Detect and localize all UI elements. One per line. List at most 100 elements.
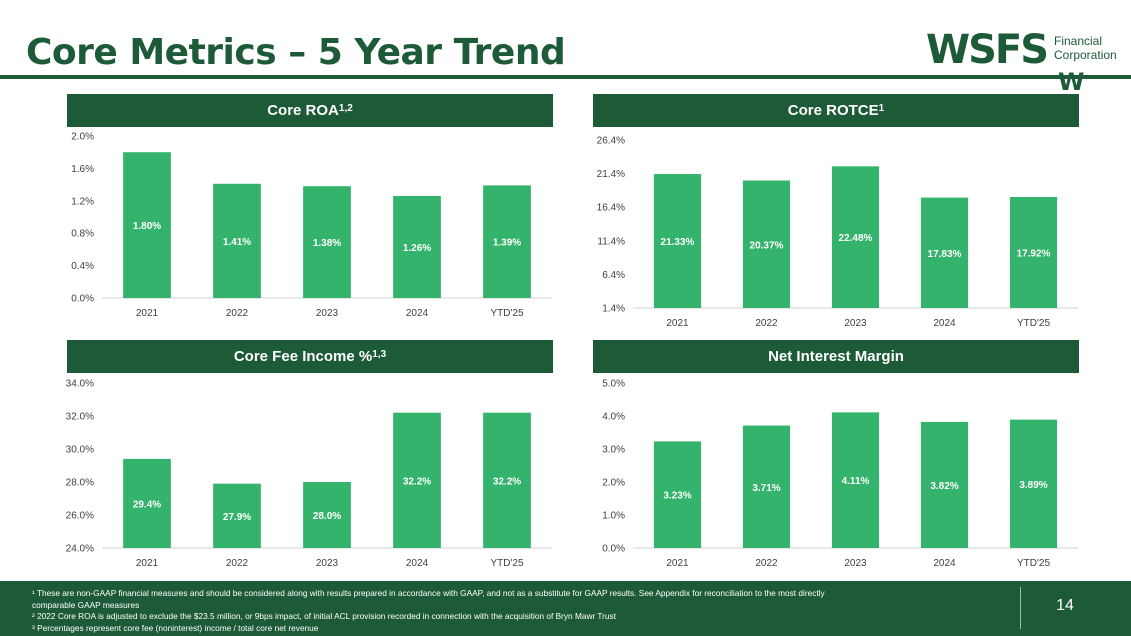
chart-title-superscript: 1	[878, 103, 885, 114]
bar-value-label: 3.71%	[752, 483, 780, 494]
y-tick-label: 1.0%	[602, 511, 625, 522]
chart-title: Core ROTCE	[787, 102, 879, 119]
chart-title: Core Fee Income %	[233, 348, 373, 365]
x-tick-label: 2023	[844, 558, 867, 569]
bar	[920, 421, 969, 548]
x-tick-label: 2022	[226, 558, 249, 569]
y-tick-label: 0.0%	[602, 544, 625, 555]
bar	[303, 186, 351, 298]
chart-header-net-interest-margin: Net Interest Margin	[593, 340, 1079, 373]
y-tick-label: 5.0%	[602, 379, 625, 390]
y-tick-label: 21.4%	[597, 169, 625, 180]
bar-value-label: 17.83%	[928, 249, 962, 260]
y-tick-label: 3.0%	[602, 445, 625, 456]
chart-header-core-roa: Core ROA 1,2	[67, 94, 553, 127]
x-tick-label: 2024	[406, 558, 429, 569]
x-tick-label: 2022	[226, 308, 249, 319]
y-tick-label: 2.0%	[71, 132, 94, 143]
bar-value-label: 3.23%	[663, 491, 691, 502]
y-tick-label: 24.0%	[66, 544, 94, 555]
bar	[653, 441, 702, 548]
bar	[303, 482, 351, 548]
bar-value-label: 32.2%	[403, 476, 431, 487]
y-tick-label: 30.0%	[66, 445, 94, 456]
chart-title-superscript: 1,2	[338, 103, 353, 114]
y-tick-label: 0.4%	[71, 261, 94, 272]
bar-value-label: 17.92%	[1017, 248, 1051, 259]
logo-subtitle: Financial Corporation	[1054, 34, 1117, 62]
bar	[1009, 419, 1058, 548]
bar-value-label: 21.33%	[661, 237, 695, 248]
x-tick-label: 2024	[933, 318, 956, 329]
logo-w-mark: W	[1058, 68, 1085, 96]
x-tick-label: 2022	[755, 558, 778, 569]
bar-value-label: 1.80%	[133, 221, 161, 232]
y-tick-label: 28.0%	[66, 478, 94, 489]
logo-subtitle-line2: Corporation	[1054, 48, 1117, 62]
bar-value-label: 29.4%	[133, 499, 161, 510]
y-tick-label: 16.4%	[597, 203, 625, 214]
x-tick-label: 2024	[933, 558, 956, 569]
bar-value-label: 22.48%	[839, 233, 873, 244]
x-tick-label: YTD'25	[490, 308, 523, 319]
x-tick-label: 2021	[136, 558, 159, 569]
y-tick-label: 0.0%	[71, 294, 94, 305]
bar	[213, 183, 261, 298]
bar	[742, 425, 791, 548]
y-tick-label: 1.2%	[71, 196, 94, 207]
bar-value-label: 3.89%	[1019, 480, 1047, 491]
x-tick-label: 2023	[844, 318, 867, 329]
chart-header-core-rotce: Core ROTCE 1	[593, 94, 1079, 127]
footnotes: ¹ These are non-GAAP financial measures …	[32, 588, 992, 634]
x-tick-label: YTD'25	[1017, 558, 1050, 569]
bar-value-label: 1.38%	[313, 238, 341, 249]
y-tick-label: 4.0%	[602, 412, 625, 423]
bar-value-label: 28.0%	[313, 511, 341, 522]
x-tick-label: 2022	[755, 318, 778, 329]
x-tick-label: YTD'25	[1017, 318, 1050, 329]
bar	[123, 458, 171, 548]
page-number: 14	[1056, 597, 1074, 614]
bar	[920, 197, 969, 308]
page-title: Core Metrics – 5 Year Trend	[26, 32, 566, 73]
y-tick-label: 11.4%	[597, 236, 625, 247]
bar	[831, 412, 880, 548]
bar	[213, 483, 261, 548]
y-tick-label: 0.8%	[71, 229, 94, 240]
x-tick-label: 2023	[316, 558, 339, 569]
bar	[483, 412, 531, 548]
x-tick-label: 2021	[666, 558, 689, 569]
x-tick-label: YTD'25	[490, 558, 523, 569]
footnote: ¹ These are non-GAAP financial measures …	[32, 588, 825, 598]
chart-title: Core ROA	[267, 102, 339, 119]
y-tick-label: 34.0%	[66, 379, 94, 390]
chart-title-superscript: 1,3	[372, 349, 387, 360]
x-tick-label: 2021	[136, 308, 159, 319]
chart-title: Net Interest Margin	[768, 348, 904, 365]
logo-subtitle-line1: Financial	[1054, 34, 1103, 48]
footer: ¹ These are non-GAAP financial measures …	[0, 581, 1131, 636]
bar-value-label: 27.9%	[223, 512, 251, 523]
footer-divider	[1020, 587, 1021, 629]
bar	[393, 195, 441, 298]
bar-value-label: 4.11%	[842, 476, 870, 487]
bar	[483, 185, 531, 298]
bar	[742, 180, 791, 308]
y-tick-label: 2.0%	[602, 478, 625, 489]
x-tick-label: 2024	[406, 308, 429, 319]
logo-wordmark: WSFS	[926, 27, 1049, 73]
bar	[123, 152, 171, 298]
bar	[831, 166, 880, 308]
y-tick-label: 26.0%	[66, 511, 94, 522]
x-tick-label: 2023	[316, 308, 339, 319]
bar	[653, 174, 702, 308]
footnote: comparable GAAP measures	[32, 599, 140, 610]
y-tick-label: 1.6%	[71, 164, 94, 175]
bar-value-label: 1.39%	[493, 238, 521, 249]
bar-value-label: 3.82%	[930, 481, 958, 492]
y-tick-label: 26.4%	[597, 136, 625, 147]
bar-value-label: 1.41%	[223, 237, 251, 248]
y-tick-label: 32.0%	[66, 412, 94, 423]
